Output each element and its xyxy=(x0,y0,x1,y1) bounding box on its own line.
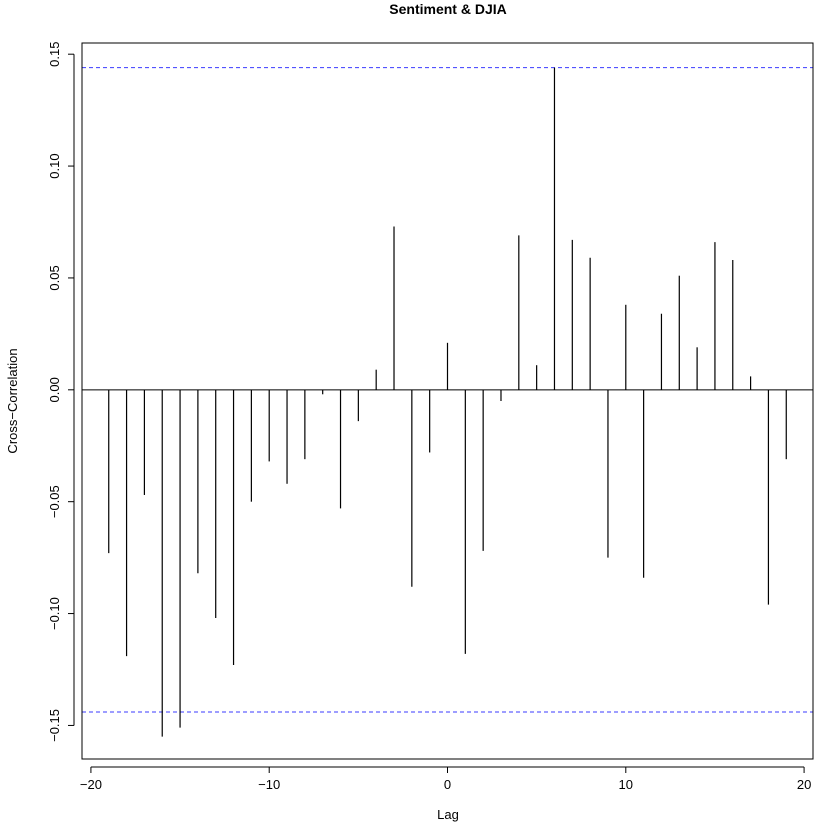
y-tick-label: 0.15 xyxy=(47,42,62,67)
x-tick-label: −20 xyxy=(80,777,102,792)
x-tick-label: 10 xyxy=(619,777,633,792)
y-tick-label: −0.10 xyxy=(47,597,62,630)
y-tick-label: −0.15 xyxy=(47,709,62,742)
plot-frame xyxy=(81,42,814,760)
plot-area xyxy=(82,67,813,737)
y-tick-label: 0.10 xyxy=(47,153,62,178)
y-tick-label: 0.00 xyxy=(47,377,62,402)
y-axis-label: Cross−Correlation xyxy=(5,348,20,453)
y-axis: −0.15 −0.10 −0.05 0.00 0.05 0.10 0.15 xyxy=(47,42,75,742)
x-tick-label: 0 xyxy=(444,777,451,792)
chart-title: Sentiment & DJIA xyxy=(389,1,506,17)
y-tick-label: 0.05 xyxy=(47,265,62,290)
y-tick-label: −0.05 xyxy=(47,485,62,518)
x-axis: −20 −10 0 10 20 xyxy=(80,766,811,792)
x-tick-label: −10 xyxy=(258,777,280,792)
x-tick-label: 20 xyxy=(797,777,811,792)
x-axis-label: Lag xyxy=(437,807,459,822)
